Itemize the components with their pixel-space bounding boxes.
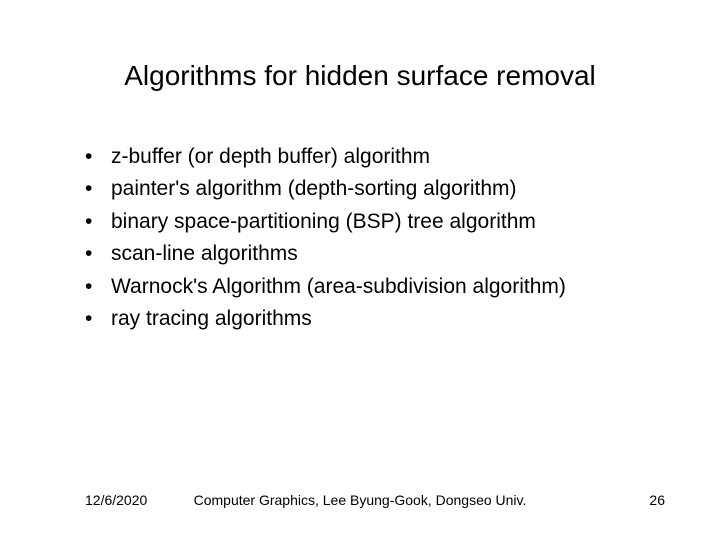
list-item: • z-buffer (or depth buffer) algorithm — [85, 142, 660, 172]
bullet-text: binary space-partitioning (BSP) tree alg… — [111, 207, 536, 237]
bullet-text: ray tracing algorithms — [111, 304, 312, 334]
bullet-text: scan-line algorithms — [111, 239, 298, 269]
bullet-icon: • — [85, 174, 111, 204]
footer-attribution: Computer Graphics, Lee Byung-Gook, Dongs… — [0, 492, 720, 508]
bullet-text: z-buffer (or depth buffer) algorithm — [111, 142, 430, 172]
list-item: • scan-line algorithms — [85, 239, 660, 269]
list-item: • painter's algorithm (depth-sorting alg… — [85, 174, 660, 204]
list-item: • ray tracing algorithms — [85, 304, 660, 334]
footer-page-number: 26 — [649, 492, 665, 508]
list-item: • Warnock's Algorithm (area-subdivision … — [85, 272, 660, 302]
slide-title: Algorithms for hidden surface removal — [0, 0, 720, 142]
list-item: • binary space-partitioning (BSP) tree a… — [85, 207, 660, 237]
bullet-icon: • — [85, 304, 111, 334]
bullet-icon: • — [85, 207, 111, 237]
bullet-text: Warnock's Algorithm (area-subdivision al… — [111, 272, 566, 302]
bullet-text: painter's algorithm (depth-sorting algor… — [111, 174, 517, 204]
bullet-list: • z-buffer (or depth buffer) algorithm •… — [0, 142, 720, 335]
slide: Algorithms for hidden surface removal • … — [0, 0, 720, 540]
bullet-icon: • — [85, 142, 111, 172]
bullet-icon: • — [85, 272, 111, 302]
bullet-icon: • — [85, 239, 111, 269]
